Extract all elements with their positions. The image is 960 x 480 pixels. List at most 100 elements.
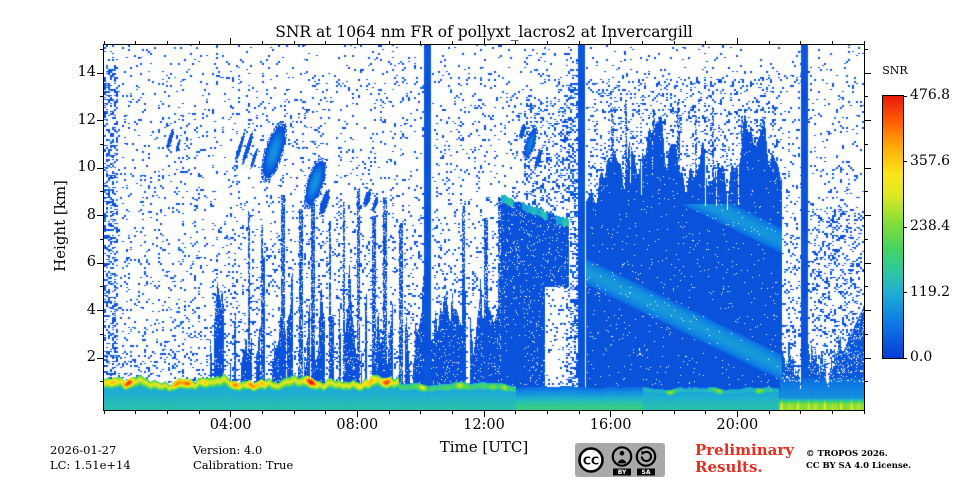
x-axis-tick (578, 410, 580, 414)
x-axis-tick (166, 41, 168, 45)
y-axis-tick (97, 167, 104, 169)
sa-arrowhead-icon (641, 450, 646, 456)
y-axis-tick (100, 96, 104, 98)
copyright-line1: © TROPOS 2026. (806, 449, 888, 459)
by-person-head-icon (619, 450, 625, 456)
colorbar-tick (903, 95, 907, 97)
y-axis-tick (100, 48, 104, 50)
x-axis-tick (515, 410, 517, 414)
colorbar-gradient (882, 95, 904, 359)
y-axis-tick (97, 262, 104, 264)
y-axis-tick (100, 333, 104, 335)
y-axis-tick (864, 120, 871, 121)
colorbar-tick-label: 119.2 (910, 283, 951, 300)
x-axis-tick (610, 38, 612, 45)
x-tick-label: 04:00 (209, 417, 252, 433)
lidar-constant: LC: 1.51e+14 (50, 457, 131, 472)
colorbar-tick (903, 161, 907, 162)
y-axis-tick (100, 143, 104, 145)
x-axis-tick (261, 41, 263, 45)
y-axis-tick (864, 310, 871, 311)
colorbar-tick (903, 292, 907, 293)
x-axis-tick (325, 410, 327, 414)
x-axis-tick (610, 410, 612, 417)
y-tick-label: 14 (77, 64, 96, 80)
y-axis-tick (97, 215, 104, 216)
colorbar-tick (903, 357, 907, 359)
x-axis-tick (863, 41, 865, 45)
y-tick-label: 8 (86, 206, 96, 223)
snr-heatmap-canvas (104, 45, 864, 410)
x-axis-tick (483, 410, 485, 417)
preliminary-line2: Results. (695, 457, 763, 476)
x-axis-label: Time [UTC] (439, 438, 529, 456)
chart-title: SNR at 1064 nm FR of pollyxt_lacros2 at … (275, 23, 693, 41)
copyright-line2: CC BY SA 4.0 License. (806, 460, 912, 471)
y-axis-tick (97, 310, 104, 311)
x-axis-tick (483, 38, 485, 45)
colorbar-tick (903, 226, 907, 228)
footer-date-block: 2026-01-27 LC: 1.51e+14 (50, 443, 131, 472)
plot-area: 04:00 08:00 12:00 16:00 20:00 2 4 6 8 10 12 14 (78, 38, 871, 433)
footer-version-block: Version: 4.0 Calibration: True (193, 443, 293, 472)
colorbar-tick-label: 357.6 (910, 152, 951, 169)
y-tick-label: 10 (77, 159, 96, 175)
y-axis-tick (864, 72, 871, 74)
y-axis-tick (100, 381, 104, 383)
by-person-body-icon (617, 459, 627, 464)
sa-label-box (637, 468, 655, 476)
x-axis-tick (103, 41, 105, 45)
x-axis-tick (325, 41, 327, 45)
colorbar-tick-label: 476.8 (910, 87, 951, 103)
x-axis-tick (103, 410, 105, 414)
x-axis-tick (230, 38, 232, 45)
x-axis-tick (641, 41, 643, 45)
y-axis-tick (97, 120, 104, 121)
calibration-text: Calibration: True (193, 457, 294, 472)
measurement-date: 2026-01-27 (50, 443, 117, 457)
x-axis-tick (800, 41, 802, 45)
x-axis-tick (546, 410, 548, 414)
y-axis-tick (100, 191, 104, 193)
x-axis-tick (831, 41, 833, 45)
by-label-box (613, 468, 631, 476)
cc-icon-label: CC (583, 455, 599, 468)
x-axis-tick (230, 410, 232, 417)
y-axis-tick (864, 215, 871, 216)
x-axis-tick (356, 410, 358, 417)
y-axis-tick (97, 72, 104, 74)
x-axis-tick (515, 41, 517, 45)
x-axis-tick (736, 38, 738, 45)
colorbar-tick-label: 0.0 (910, 349, 933, 365)
preliminary-line1: Preliminary (695, 441, 794, 459)
x-axis-tick (356, 38, 358, 45)
x-axis-tick (673, 410, 675, 414)
x-axis-tick (578, 41, 580, 45)
x-axis-tick (261, 410, 263, 414)
x-axis-tick (768, 41, 770, 45)
sa-label: SA (642, 469, 651, 476)
y-axis-tick (864, 48, 868, 50)
x-tick-label: 16:00 (589, 417, 632, 433)
x-axis-tick (863, 410, 865, 414)
y-tick-label: 2 (86, 349, 96, 365)
y-axis-tick (864, 357, 871, 359)
x-axis-tick (135, 41, 137, 45)
y-axis-tick (100, 238, 104, 240)
preliminary-results-note: Preliminary Results. (695, 442, 794, 475)
y-axis-tick (100, 286, 104, 288)
y-axis-tick (864, 167, 871, 169)
colorbar-tick-label: 238.4 (910, 218, 951, 234)
y-axis-tick (864, 238, 868, 240)
y-tick-label: 12 (77, 111, 96, 128)
x-axis-tick (388, 410, 390, 414)
x-axis-tick (451, 410, 453, 414)
colorbar: 0.0 119.2 238.4 357.6 476.8 (882, 87, 950, 365)
x-axis-tick (451, 41, 453, 45)
y-axis-tick (864, 381, 868, 383)
x-axis-tick (800, 410, 802, 414)
x-axis-tick (705, 41, 707, 45)
x-axis-tick (705, 410, 707, 414)
cc-icon (578, 447, 604, 473)
